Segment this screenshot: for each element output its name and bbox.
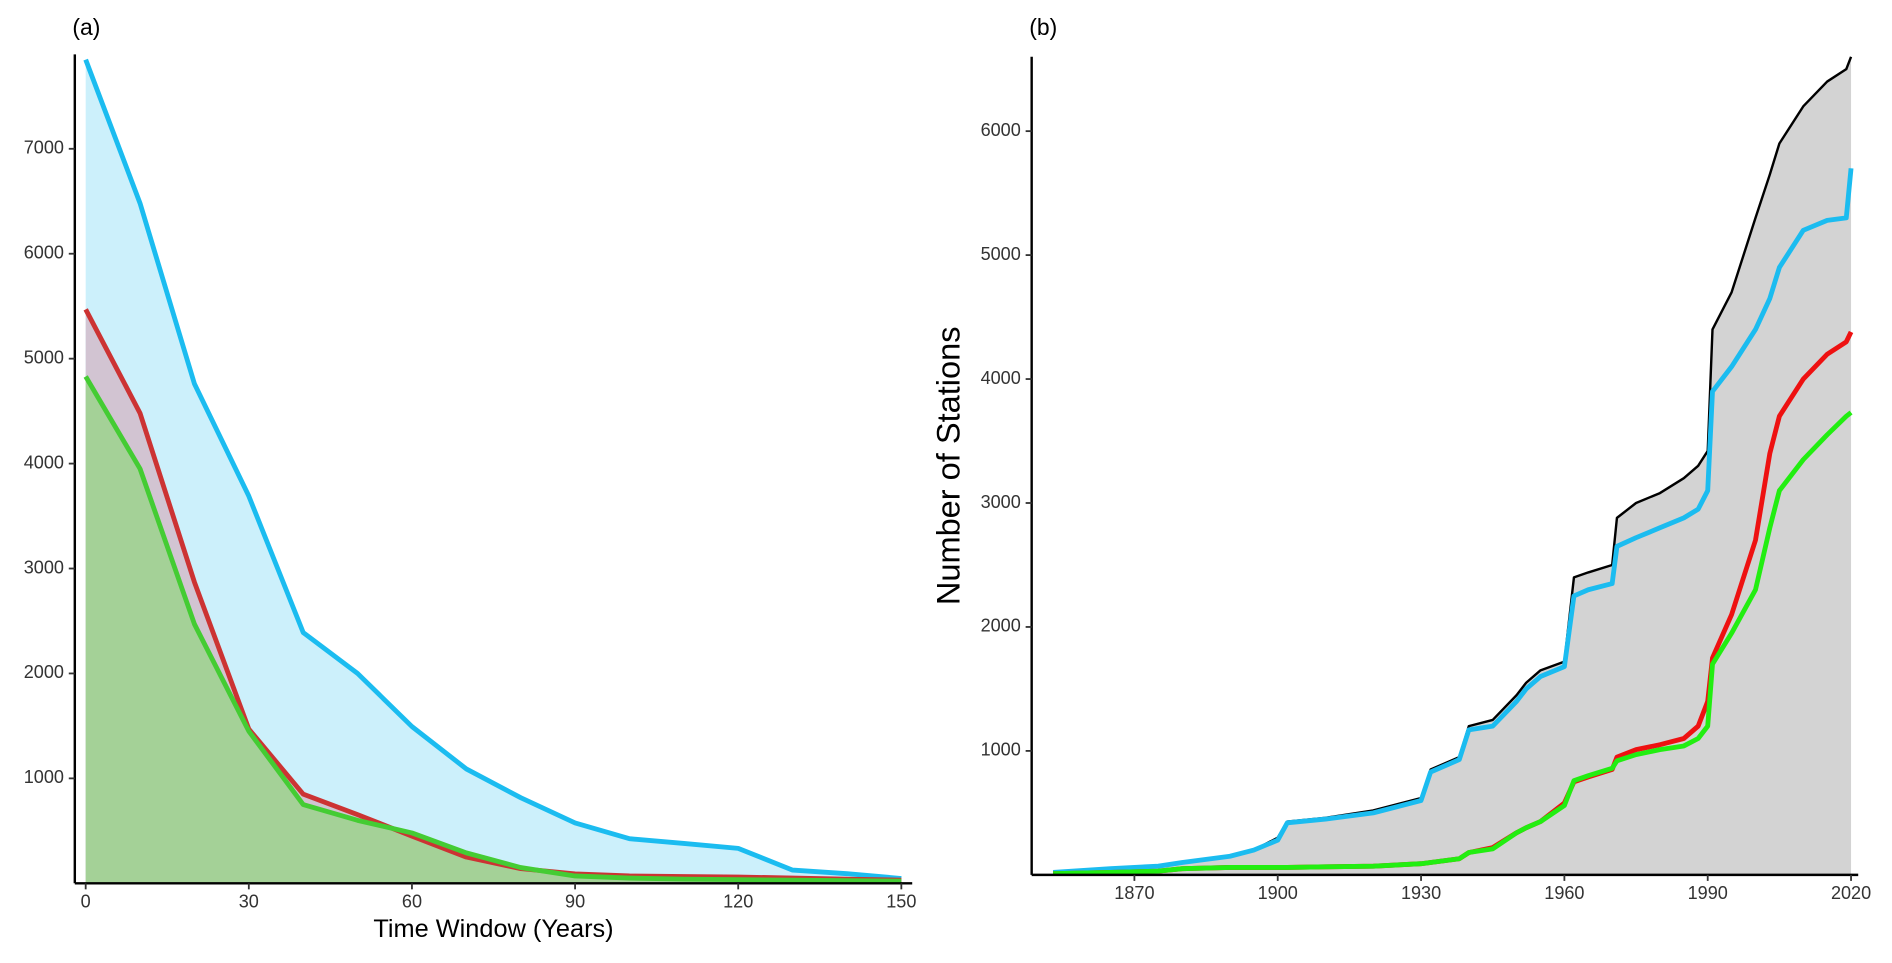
y-axis-label: Number of Stations: [930, 326, 966, 605]
series-line: [83, 375, 902, 884]
x-tick-label: 90: [565, 891, 585, 911]
x-tick-label: 1870: [1114, 883, 1154, 903]
y-tick-label: 7000: [24, 138, 64, 158]
area-fill: [1053, 56, 1852, 875]
series-line: [83, 58, 902, 881]
panel-label: (a): [72, 14, 100, 40]
x-tick-label: 120: [723, 891, 753, 911]
y-tick-label: 3000: [24, 557, 64, 577]
x-tick-label: 30: [239, 891, 259, 911]
area-fill: [85, 376, 902, 884]
y-tick-label: 5000: [24, 347, 64, 367]
x-tick-label: 1960: [1544, 883, 1584, 903]
series-line: [1053, 168, 1854, 875]
y-tick-label: 6000: [981, 120, 1021, 140]
x-tick-label: 1900: [1258, 883, 1298, 903]
x-tick-label: 1990: [1688, 883, 1728, 903]
y-tick-label: 2000: [24, 662, 64, 682]
y-tick-label: 6000: [24, 243, 64, 263]
x-axis-label: Time Window (Years): [373, 915, 613, 943]
x-tick-label: 1930: [1401, 883, 1441, 903]
x-tick-label: 60: [402, 891, 422, 911]
y-tick-label: 4000: [981, 368, 1021, 388]
area-fill: [85, 59, 902, 884]
y-tick-label: 1000: [24, 767, 64, 787]
series-line: [1053, 410, 1853, 877]
y-tick-label: 4000: [24, 452, 64, 472]
y-tick-label: 3000: [981, 492, 1021, 512]
y-tick-label: 2000: [981, 616, 1021, 636]
y-tick-label: 1000: [981, 740, 1021, 760]
panel-label: (b): [1029, 14, 1057, 40]
y-tick-label: 5000: [981, 244, 1021, 264]
x-tick-label: 150: [886, 891, 916, 911]
x-tick-label: 0: [81, 891, 91, 911]
x-tick-label: 2020: [1831, 883, 1871, 903]
